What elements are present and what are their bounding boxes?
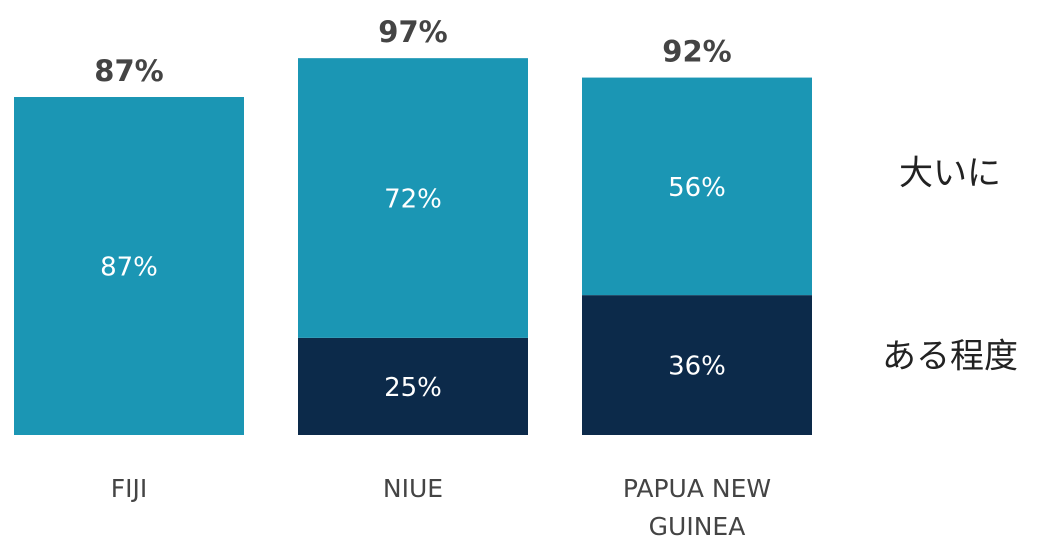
- total-label: 92%: [662, 35, 731, 69]
- bar-segment: [14, 97, 244, 435]
- legend-label: ある程度: [882, 337, 1018, 377]
- segment-label: 56%: [668, 173, 726, 203]
- segment-label: 87%: [100, 253, 158, 283]
- segment-label: 36%: [668, 352, 726, 382]
- segment-label: 72%: [384, 185, 442, 215]
- bar-segment: [582, 295, 812, 435]
- bar-segment: [298, 58, 528, 338]
- bar-segment: [582, 77, 812, 296]
- total-label: 97%: [378, 15, 447, 49]
- category-label: PAPUA NEW GUINEA: [622, 474, 772, 541]
- category-label: NIUE: [382, 474, 444, 503]
- category-label: FIJI: [110, 474, 148, 503]
- legend-label: 大いに: [899, 154, 1001, 194]
- bar-segment: [298, 337, 528, 435]
- segment-label: 25%: [384, 373, 442, 403]
- total-label: 87%: [94, 54, 163, 88]
